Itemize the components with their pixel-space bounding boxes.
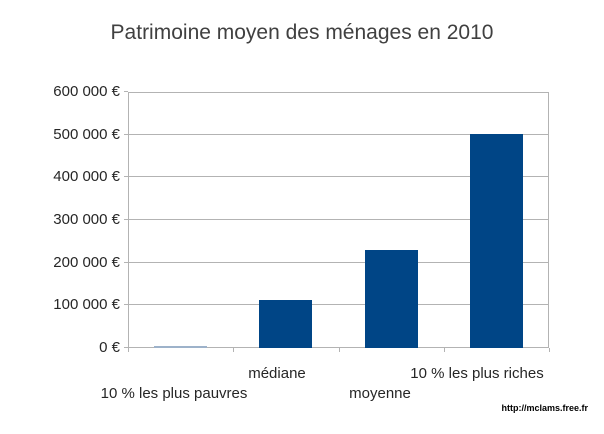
y-axis-tick bbox=[124, 347, 128, 348]
y-axis-tick bbox=[124, 133, 128, 135]
gridline bbox=[128, 304, 549, 306]
bar-1 bbox=[154, 346, 207, 348]
y-axis-tick bbox=[124, 176, 128, 178]
x-axis-tick bbox=[339, 348, 340, 352]
gridline bbox=[128, 261, 549, 263]
y-axis-tick bbox=[124, 304, 128, 306]
x-axis-category-label: 10 % les plus riches bbox=[410, 365, 544, 382]
bar-3 bbox=[365, 250, 418, 348]
gridline bbox=[128, 176, 549, 178]
x-axis-category-label: 10 % les plus pauvres bbox=[100, 385, 248, 402]
y-axis-tick-label: 200 000 € bbox=[53, 253, 120, 271]
y-axis-tick-label: 400 000 € bbox=[53, 168, 120, 186]
x-axis-tick bbox=[233, 348, 234, 352]
y-axis-tick-label: 0 € bbox=[99, 339, 120, 356]
bar-2 bbox=[259, 299, 312, 348]
bar-4 bbox=[470, 133, 523, 348]
x-axis-tick bbox=[549, 348, 550, 352]
x-axis-category-label: moyenne bbox=[349, 385, 411, 402]
y-axis-tick bbox=[124, 261, 128, 263]
y-axis-tick-label: 600 000 € bbox=[53, 83, 120, 100]
x-axis-tick bbox=[128, 348, 129, 352]
chart-title: Patrimoine moyen des ménages en 2010 bbox=[110, 21, 494, 44]
watermark-url: http://mclams.free.fr bbox=[501, 403, 588, 413]
y-axis-tick-label: 500 000 € bbox=[53, 125, 120, 143]
y-axis-tick-label: 100 000 € bbox=[53, 296, 120, 314]
gridline bbox=[128, 133, 549, 135]
y-axis-tick-label: 300 000 € bbox=[53, 211, 120, 228]
x-axis-tick bbox=[444, 348, 445, 352]
x-axis-category-label: médiane bbox=[248, 365, 306, 382]
y-axis-tick bbox=[124, 219, 128, 220]
y-axis-tick bbox=[124, 91, 128, 92]
gridline bbox=[128, 219, 549, 220]
